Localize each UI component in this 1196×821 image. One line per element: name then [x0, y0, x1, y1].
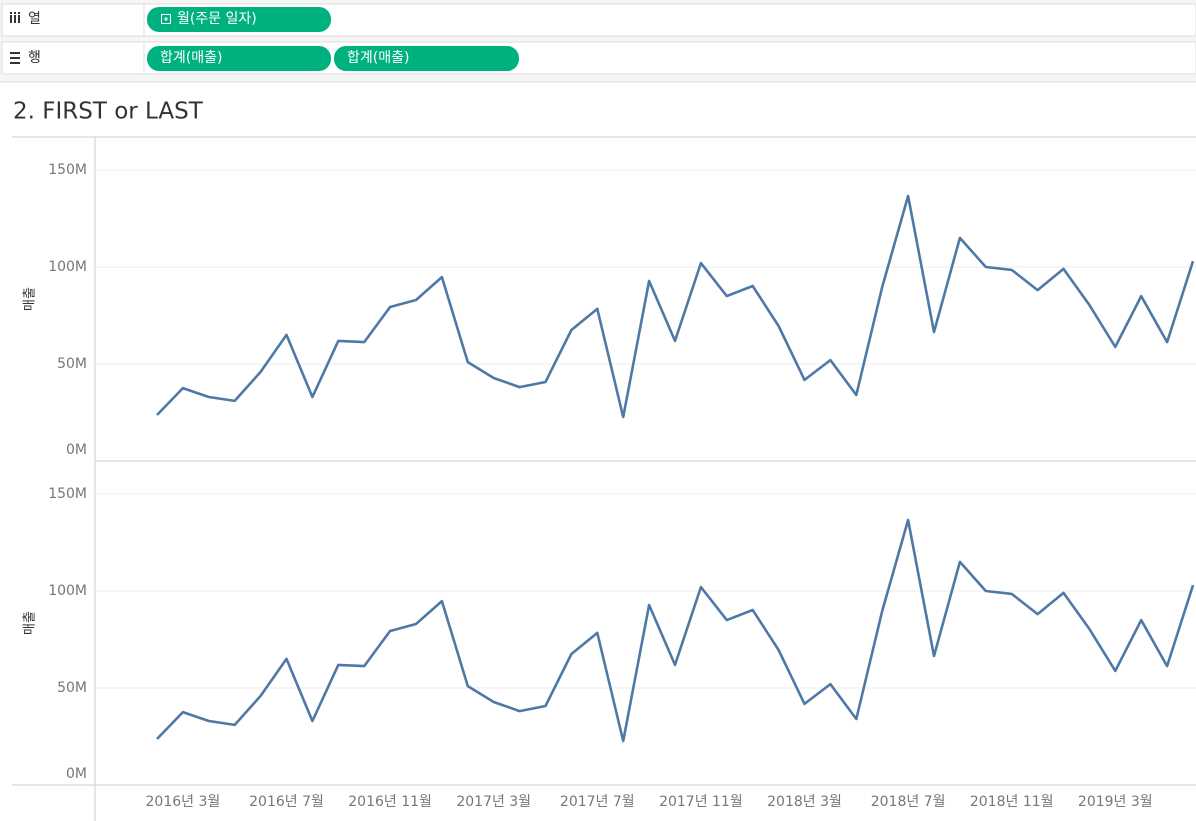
pill-label[interactable]: 합계(매출) [347, 50, 409, 66]
x-tick-label: 2019년 3월 [1078, 794, 1153, 810]
y-tick-label: 150M [48, 486, 87, 502]
shelf-label: 열 [28, 11, 41, 27]
y-tick-label: 0M [66, 766, 87, 782]
line [156, 518, 1195, 743]
x-tick-label: 2018년 3월 [767, 794, 842, 810]
x-tick-label: 2017년 11월 [659, 794, 743, 810]
pill[interactable] [147, 46, 331, 71]
y-tick-label: 150M [48, 162, 87, 178]
y-axis-title: 매출 [23, 287, 38, 311]
x-tick-label: 2017년 3월 [456, 794, 531, 810]
columns-icon [10, 12, 20, 23]
y-tick-label: 100M [48, 583, 87, 599]
x-tick-label: 2018년 11월 [970, 794, 1054, 810]
sheet-title: 2. FIRST or LAST [13, 99, 204, 125]
y-tick-label: 50M [57, 680, 87, 696]
x-tick-label: 2017년 7월 [560, 794, 635, 810]
y-axis-title: 매출 [23, 611, 38, 635]
y-tick-label: 100M [48, 259, 87, 275]
x-tick-label: 2016년 11월 [348, 794, 432, 810]
y-tick-label: 50M [57, 356, 87, 372]
line [156, 194, 1195, 419]
pill[interactable] [334, 46, 519, 71]
expand-icon [161, 14, 171, 24]
rows-icon [10, 52, 20, 64]
shelf-label: 행 [28, 50, 41, 66]
pill-label[interactable]: 월(주문 일자) [177, 11, 257, 27]
pill[interactable] [147, 7, 331, 32]
x-tick-label: 2018년 7월 [871, 794, 946, 810]
y-tick-label: 0M [66, 442, 87, 458]
x-tick-label: 2016년 3월 [146, 794, 221, 810]
x-tick-label: 2016년 7월 [249, 794, 324, 810]
pill-label[interactable]: 합계(매출) [160, 50, 222, 66]
